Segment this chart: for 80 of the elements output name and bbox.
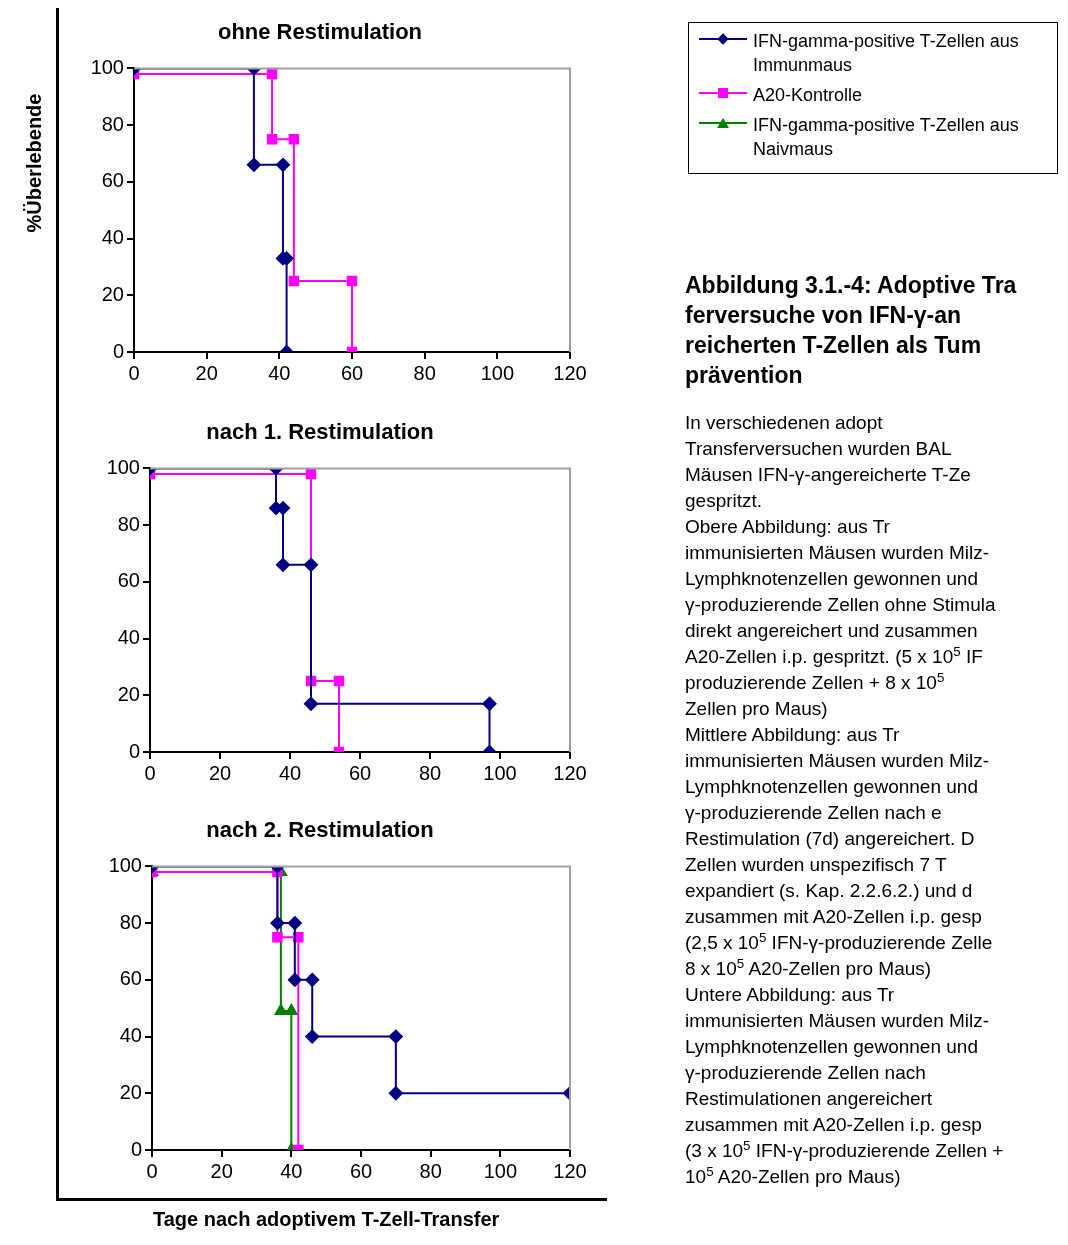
x-tick-label: 120 [553,1159,587,1182]
text: Restimulationen angereichert [685,1087,934,1111]
x-tick-label: 0 [144,761,156,784]
text: γ-produzierende Zellen nach [685,1061,927,1085]
x-tick-label: 120 [553,361,587,384]
text: Zellen wurden unspezifisch 7 T [685,853,948,877]
text: Lymphknotenzellen gewonnen und [685,1035,979,1059]
x-tick-label: 100 [480,361,515,384]
y-tick-label: 20 [101,282,124,305]
text: expandiert (s. Kap. 2.2.6.2.) und d [685,879,974,903]
x-tick-label: 60 [340,361,364,384]
legend-label: IFN-gamma-positive T-Zellen aus Immunmaus [753,30,1020,77]
text: Mittlere Abbildung: aus Tr [685,723,901,747]
y-tick-label: 0 [130,1137,142,1160]
text: Lymphknotenzellen gewonnen und [685,567,979,591]
x-tick-label: 80 [413,361,436,384]
text: 10$^{5}$ A20-Zellen pro Maus) [685,1163,902,1189]
y-tick-label: 60 [119,967,142,990]
text: reicherten T-Zellen als Tum [685,331,983,360]
y-tick-label: 60 [117,569,140,592]
y-tick-label: 40 [119,1024,142,1047]
x-tick-label: 80 [418,761,442,784]
x-tick-label: 40 [278,761,302,784]
x-tick-label: 60 [349,1159,373,1182]
chart-title: nach 2. Restimulation [206,817,434,843]
x-tick-label: 80 [419,1159,442,1182]
text: direkt angereichert und zusammen [685,619,979,643]
chart-title: ohne Restimulation [217,19,423,45]
text: Abbildung 3.1.-4: Adoptive Tra [685,271,1018,300]
text: (2,5 x 10$^{5}$ IFN-γ-produzierende Zelle [685,929,994,955]
x-axis-title: Tage nach adoptivem T-Zell-Transfer [153,1208,500,1231]
text: Obere Abbildung: aus Tr [685,515,891,539]
y-tick-label: 100 [90,55,124,78]
text: ferversuche von IFN-γ-an [685,301,963,330]
y-tick-label: 0 [128,739,140,762]
legend-label: IFN-gamma-positive T-Zellen aus Naivmaus [753,114,1020,161]
text: Transferversuchen wurden BAL [685,437,953,461]
text: produzierende Zellen + 8 x 10$^{5}$ [685,669,946,695]
text: γ-produzierende Zellen ohne Stimula [685,593,997,617]
x-tick-label: 120 [553,761,587,784]
text: Mäusen IFN-γ-angereicherte T-Ze [685,463,972,487]
x-tick-label: 20 [208,761,232,784]
y-tick-label: 0 [112,339,124,362]
y-tick-label: 80 [101,112,124,135]
y-tick-label: 20 [119,1080,142,1103]
x-tick-label: 20 [195,361,218,384]
x-tick-label: 40 [280,1159,303,1182]
x-tick-label: 100 [483,761,517,784]
y-tick-label: 20 [117,682,140,705]
text: zusammen mit A20-Zellen i.p. gesp [685,905,983,929]
y-tick-label: 100 [106,455,140,478]
chart-title: nach 1. Restimulation [206,419,434,445]
text: Restimulation (7d) angereichert. D [685,827,976,851]
text: A20-Zellen i.p. gespritzt. (5 x 10$^{5}$ IF [685,643,984,669]
text: immunisierten Mäusen wurden Milz- [685,1009,991,1033]
x-tick-label: 20 [210,1159,233,1182]
x-tick-label: 0 [146,1159,158,1182]
y-tick-label: 40 [101,226,124,249]
legend-label: A20-Kontrolle [753,84,863,107]
y-axis-title: %Überlebende [22,93,46,233]
text: zusammen mit A20-Zellen i.p. gesp [685,1113,983,1137]
y-tick-label: 40 [117,626,140,649]
text: Untere Abbildung: aus Tr [685,983,896,1007]
y-tick-label: 80 [119,910,142,933]
y-tick-label: 80 [117,512,140,535]
text: gespritzt. [685,489,764,513]
text: (3 x 10$^{5}$ IFN-γ-produzierende Zellen + [685,1137,1005,1163]
text: Zellen pro Maus) [685,697,829,721]
text: Lymphknotenzellen gewonnen und [685,775,979,799]
text: immunisierten Mäusen wurden Milz- [685,541,991,565]
x-tick-label: 60 [348,761,372,784]
x-tick-label: 40 [268,361,291,384]
x-tick-label: 100 [483,1159,518,1182]
text: immunisierten Mäusen wurden Milz- [685,749,991,773]
y-tick-label: 100 [108,853,142,876]
text: In verschiedenen adopt [685,411,884,435]
y-tick-label: 60 [101,169,124,192]
text: 8 x 10$^{5}$ A20-Zellen pro Maus) [685,955,933,981]
text: γ-produzierende Zellen nach e [685,801,943,825]
text: prävention [685,361,804,390]
